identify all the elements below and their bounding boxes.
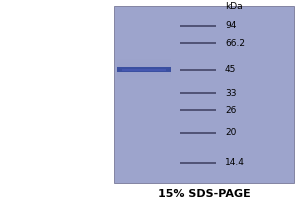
Bar (117, 75, 171, 76)
Bar (117, 59, 171, 60)
Bar (122, 69, 166, 71)
Text: 33: 33 (225, 89, 236, 98)
Bar (117, 57, 171, 59)
Bar (117, 76, 171, 78)
Bar (117, 60, 171, 62)
Bar (117, 62, 171, 63)
Bar (117, 80, 171, 82)
Bar (117, 65, 171, 66)
Text: 15% SDS-PAGE: 15% SDS-PAGE (158, 189, 250, 199)
Bar (117, 79, 171, 80)
Text: 66.2: 66.2 (225, 39, 245, 48)
Bar (117, 63, 171, 65)
Bar (117, 70, 171, 72)
Text: 94: 94 (225, 21, 236, 30)
Bar (117, 72, 171, 73)
Bar (117, 73, 171, 75)
Text: 14.4: 14.4 (225, 158, 245, 167)
Bar (117, 67, 171, 69)
Bar (117, 67, 171, 72)
Text: 20: 20 (225, 128, 236, 137)
Text: 45: 45 (225, 65, 236, 74)
Bar (114, 6, 294, 183)
Text: kDa: kDa (225, 2, 243, 11)
Bar (117, 66, 171, 67)
Text: 26: 26 (225, 106, 236, 115)
Bar (117, 78, 171, 79)
